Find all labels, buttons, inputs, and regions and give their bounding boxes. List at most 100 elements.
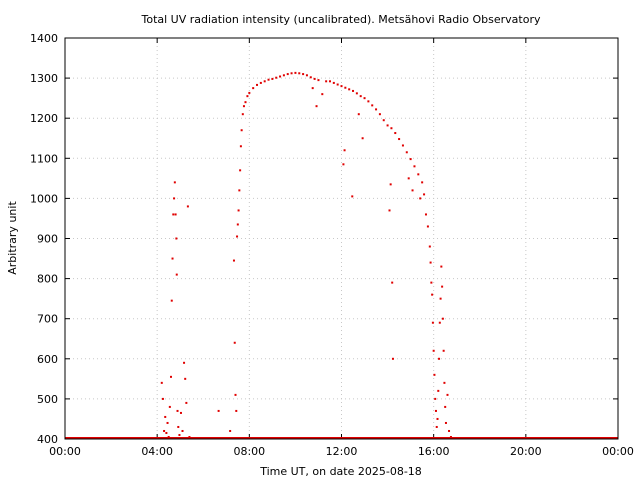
y-tick-label: 700 — [37, 313, 58, 326]
data-point — [401, 144, 404, 147]
data-point — [267, 78, 270, 81]
data-point — [434, 409, 437, 412]
x-tick-label: 16:00 — [418, 445, 450, 458]
data-point — [351, 195, 354, 198]
data-point — [355, 92, 358, 95]
data-point — [171, 257, 174, 260]
y-tick-label: 1000 — [30, 192, 58, 205]
data-point — [417, 173, 420, 176]
data-point — [439, 297, 442, 300]
data-point — [286, 73, 289, 76]
data-point — [344, 86, 347, 89]
data-point — [186, 205, 189, 208]
data-point — [405, 151, 408, 154]
data-point — [236, 235, 239, 238]
data-point — [325, 80, 328, 83]
data-point — [359, 95, 362, 98]
y-tick-label: 1200 — [30, 112, 58, 125]
data-point — [363, 97, 366, 100]
data-point — [282, 74, 285, 77]
data-point — [181, 429, 184, 432]
data-point — [449, 435, 452, 438]
data-point — [246, 95, 249, 98]
data-point — [437, 389, 440, 392]
y-tick-label: 900 — [37, 233, 58, 246]
data-point — [305, 74, 308, 77]
x-tick-label: 20:00 — [510, 445, 542, 458]
data-point — [302, 73, 305, 76]
data-point — [431, 321, 434, 324]
data-point — [309, 76, 312, 79]
data-point — [315, 105, 318, 108]
data-point — [441, 285, 444, 288]
data-point — [361, 137, 364, 140]
data-points — [160, 71, 452, 438]
data-point — [448, 429, 451, 432]
plot-frame — [64, 37, 619, 440]
x-tick-label: 04:00 — [141, 445, 173, 458]
data-point — [248, 91, 251, 94]
data-point — [233, 341, 236, 344]
data-point — [433, 373, 436, 376]
data-point — [443, 381, 446, 384]
data-point — [429, 261, 432, 264]
data-point — [438, 321, 441, 324]
data-point — [428, 245, 431, 248]
data-point — [241, 113, 244, 116]
data-point — [432, 349, 435, 352]
data-point — [444, 421, 447, 424]
data-point — [389, 183, 392, 186]
data-point — [413, 165, 416, 168]
data-point — [184, 377, 187, 380]
data-point — [328, 80, 331, 83]
data-point — [407, 177, 410, 180]
data-point — [336, 83, 339, 86]
data-point — [235, 409, 238, 412]
data-point — [394, 132, 397, 135]
data-point — [438, 357, 441, 360]
data-point — [343, 149, 346, 152]
data-point — [431, 293, 434, 296]
data-point — [236, 223, 239, 226]
y-tick-label: 1400 — [30, 32, 58, 45]
data-point — [164, 415, 167, 418]
data-point — [176, 409, 179, 412]
x-tick-label: 00:00 — [602, 445, 634, 458]
data-point — [175, 237, 178, 240]
data-point — [167, 435, 170, 438]
data-point — [313, 77, 316, 80]
data-point — [217, 409, 220, 412]
data-point — [178, 433, 181, 436]
x-tick-label: 00:00 — [49, 445, 81, 458]
data-point — [411, 189, 414, 192]
data-point — [317, 79, 320, 82]
data-point — [165, 431, 168, 434]
data-point — [332, 81, 335, 84]
data-point — [169, 375, 172, 378]
data-point — [179, 411, 182, 414]
data-point — [398, 138, 401, 141]
data-point — [435, 425, 438, 428]
data-point — [424, 213, 427, 216]
data-point — [242, 105, 245, 108]
data-point — [161, 397, 164, 400]
data-point — [185, 401, 188, 404]
data-point — [352, 89, 355, 92]
data-point — [440, 265, 443, 268]
data-point — [388, 209, 391, 212]
data-point — [173, 197, 176, 200]
data-point — [168, 405, 171, 408]
data-point — [172, 213, 175, 216]
data-point — [160, 381, 163, 384]
y-tick-labels: 400 500 600 700 800 900 1000 1100 1200 1300 1400 — [30, 32, 58, 446]
y-tick-label: 600 — [37, 353, 58, 366]
data-point — [419, 197, 422, 200]
data-point — [371, 104, 374, 107]
data-point — [279, 75, 282, 78]
x-tick-labels: 00:00 04:00 08:00 12:00 16:00 20:00 00:00 — [49, 445, 634, 458]
data-point — [391, 357, 394, 360]
y-tick-label: 1300 — [30, 72, 58, 85]
data-point — [340, 85, 343, 88]
data-point — [430, 281, 433, 284]
